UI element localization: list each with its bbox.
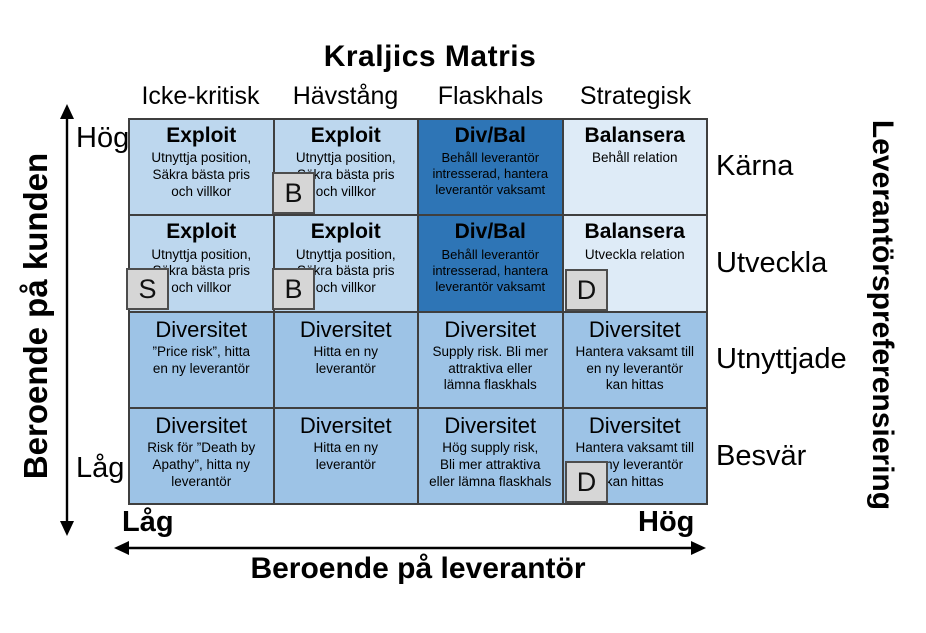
cell-body: Risk för ”Death by Apathy”, hitta ny lev… <box>147 440 256 489</box>
column-headers: Icke-kritisk Hävstång Flaskhals Strategi… <box>128 82 708 111</box>
matrix-cell-r3c2: Diversitet Hitta en ny leverantör <box>274 312 417 407</box>
cell-body: Utveckla relation <box>584 246 685 262</box>
diagram-title: Kraljics Matris <box>323 40 537 73</box>
cell-body: Behåll leverantör intresserad, hantera l… <box>432 246 549 294</box>
matrix-cell-r1c1: Exploit Utnyttja position, Säkra bästa pr… <box>130 120 273 215</box>
matrix-cell-r4c3: Diversitet Hög supply risk, Bli mer attra… <box>419 408 562 503</box>
matrix-cell-r4c2: Diversitet Hitta en ny leverantör <box>274 408 417 503</box>
cell-heading: Exploit <box>166 124 237 147</box>
marker-b-top: B <box>272 172 315 214</box>
row-label-utnyttjade: Utnyttjade <box>716 343 847 376</box>
matrix-cell-r4c1: Diversitet Risk för ”Death by Apathy”, hi… <box>130 408 273 503</box>
marker-s: S <box>126 268 169 310</box>
right-axis-title: Leverantörspreferensiering <box>866 119 899 511</box>
cell-heading: Diversitet <box>155 316 248 342</box>
left-axis-high-label: Hög <box>76 122 130 154</box>
row-label-karna: Kärna <box>716 149 794 182</box>
cell-heading: Div/Bal <box>454 220 526 244</box>
row-labels: Kärna Utveckla Utnyttjade Besvär <box>716 118 856 505</box>
left-axis-low-label: Låg <box>76 452 125 484</box>
cell-heading: Diversitet <box>444 316 537 342</box>
cell-heading: Diversitet <box>588 316 681 342</box>
vertical-axis-arrow <box>60 104 74 536</box>
matrix-cell-r3c3: Diversitet Supply risk. Bli mer attraktiv… <box>419 312 562 407</box>
cell-body: Hög supply risk, Bli mer attraktiva elle… <box>429 440 552 489</box>
left-axis-title: Beroende på kunden <box>17 152 54 480</box>
cell-heading: Exploit <box>310 124 381 147</box>
column-header-icke-kritisk: Icke-kritisk <box>141 82 260 110</box>
cell-heading: Exploit <box>310 220 381 244</box>
cell-heading: Diversitet <box>155 412 248 438</box>
horizontal-axis-arrow <box>114 541 706 555</box>
matrix-cell-r2c4: Balansera Utveckla relation <box>563 216 706 311</box>
cell-body: Supply risk. Bli mer attraktiva eller lä… <box>432 344 549 393</box>
matrix-cell-r2c3: Div/Bal Behåll leverantör intresserad, ha… <box>419 216 562 311</box>
matrix-cell-r1c3: Div/Bal Behåll leverantör intresserad, ha… <box>419 120 562 215</box>
row-label-besvar: Besvär <box>716 440 807 473</box>
cell-body: Utnyttja position, Säkra bästa pris och … <box>151 246 252 295</box>
cell-heading: Diversitet <box>299 316 392 342</box>
marker-d-upper: D <box>565 269 608 311</box>
cell-heading: Diversitet <box>444 412 537 438</box>
column-header-strategisk: Strategisk <box>579 82 692 110</box>
cell-heading: Diversitet <box>588 412 681 438</box>
cell-body: Behåll leverantör intresserad, hantera l… <box>432 150 549 198</box>
matrix-grid: Exploit Utnyttja position, Säkra bästa pr… <box>128 118 708 505</box>
bottom-axis-title: Beroende på leverantör <box>250 552 586 585</box>
column-header-havstang: Hävstång <box>292 82 399 110</box>
matrix-cell-r3c4: Diversitet Hantera vaksamt till en ny lev… <box>563 312 706 407</box>
cell-heading: Diversitet <box>299 412 392 438</box>
cell-heading: Balansera <box>584 124 685 147</box>
marker-b-middle: B <box>272 268 315 310</box>
matrix-cell-r3c1: Diversitet ”Price risk”, hitta en ny leve… <box>130 312 273 407</box>
cell-heading: Exploit <box>166 220 237 244</box>
cell-body: Hitta en ny leverantör <box>313 440 379 472</box>
cell-heading: Balansera <box>584 220 685 244</box>
cell-body: ”Price risk”, hitta en ny leverantör <box>152 344 250 376</box>
cell-body: Hantera vaksamt till en ny leverantör ka… <box>575 344 695 393</box>
column-header-flaskhals: Flaskhals <box>437 82 544 110</box>
bottom-axis-high-label: Hög <box>638 506 695 538</box>
bottom-axis-low-label: Låg <box>122 506 174 538</box>
cell-body: Utnyttja position, Säkra bästa pris och … <box>151 150 252 199</box>
matrix-cell-r1c4: Balansera Behåll relation <box>563 120 706 215</box>
cell-body: Behåll relation <box>591 150 678 166</box>
row-label-utveckla: Utveckla <box>716 246 828 279</box>
cell-body: Hitta en ny leverantör <box>313 344 379 376</box>
cell-body: Utnyttja position, Säkra bästa pris och … <box>295 246 396 295</box>
marker-d-lower: D <box>565 461 608 503</box>
cell-heading: Div/Bal <box>454 124 526 147</box>
